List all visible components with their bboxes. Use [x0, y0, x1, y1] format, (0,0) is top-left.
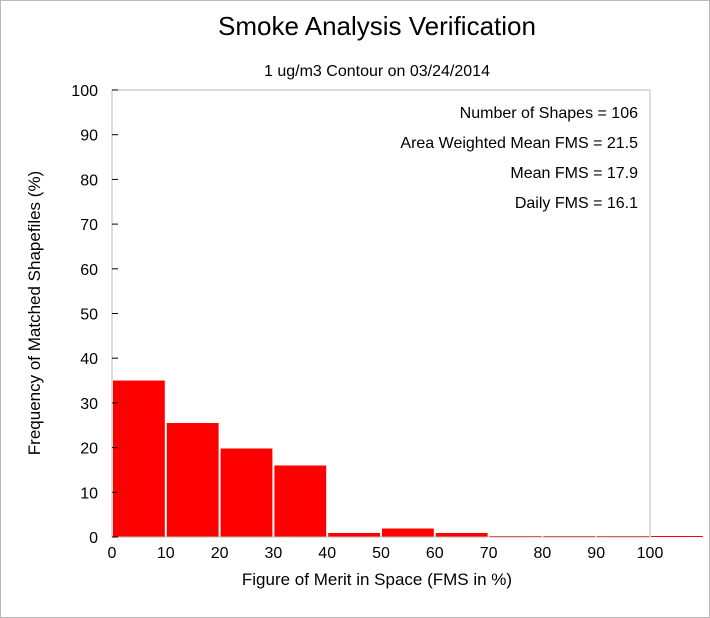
stat-annotation: Area Weighted Mean FMS = 21.5 [400, 135, 638, 152]
stat-annotation: Daily FMS = 16.1 [515, 195, 638, 212]
y-tick-label: 90 [80, 128, 98, 145]
y-tick-label: 20 [80, 441, 98, 458]
x-tick-label: 80 [534, 545, 552, 562]
x-axis-label: Figure of Merit in Space (FMS in %) [242, 570, 512, 589]
x-tick-label: 60 [426, 545, 444, 562]
y-tick-label: 40 [80, 351, 98, 368]
x-tick-label: 100 [637, 545, 664, 562]
y-tick-label: 0 [89, 530, 98, 547]
chart-subtitle: 1 ug/m3 Contour on 03/24/2014 [264, 63, 490, 80]
x-tick-label: 0 [108, 545, 117, 562]
bars-group [113, 380, 703, 537]
stat-annotation: Mean FMS = 17.9 [510, 165, 638, 182]
x-tick-label: 40 [318, 545, 336, 562]
histogram-bar [328, 532, 380, 537]
x-tick-labels: 0 10 20 30 40 50 60 70 80 90 100 [108, 545, 664, 562]
stat-annotation: Number of Shapes = 106 [460, 105, 638, 122]
chart-title: Smoke Analysis Verification [218, 11, 536, 41]
x-tick-label: 70 [480, 545, 498, 562]
y-tick-label: 10 [80, 485, 98, 502]
histogram-bar [113, 380, 165, 537]
y-tick-label: 100 [71, 83, 98, 100]
y-tick-label: 70 [80, 217, 98, 234]
histogram-bar [274, 465, 327, 537]
x-tick-label: 50 [372, 545, 390, 562]
histogram-bar [166, 423, 219, 537]
y-tick-label: 80 [80, 172, 98, 189]
x-tick-label: 20 [211, 545, 229, 562]
x-tick-label: 90 [587, 545, 605, 562]
x-tick-label: 30 [265, 545, 283, 562]
x-tick-label: 10 [157, 545, 175, 562]
y-tick-label: 60 [80, 262, 98, 279]
histogram-bar [651, 536, 703, 537]
histogram-bar [382, 528, 434, 537]
y-tick-label: 50 [80, 307, 98, 324]
y-tick-label: 30 [80, 396, 98, 413]
y-tick-labels: 0 10 20 30 40 50 60 70 80 90 100 [71, 83, 118, 547]
y-axis-label: Frequency of Matched Shapefiles (%) [25, 171, 44, 455]
stats-annotations: Number of Shapes = 106 Area Weighted Mean… [400, 105, 638, 212]
histogram-bar [435, 532, 488, 537]
histogram-bar [220, 448, 273, 537]
